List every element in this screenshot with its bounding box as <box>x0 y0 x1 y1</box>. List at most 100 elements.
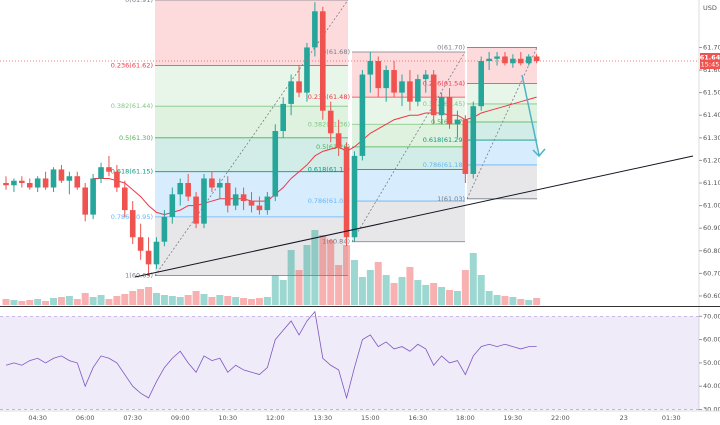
candle-body <box>256 205 263 211</box>
volume-bar <box>105 299 113 305</box>
x-tick-label: 22:00 <box>551 414 570 422</box>
x-tick-label: 23 <box>620 414 628 422</box>
x-tick-label: 16:30 <box>408 414 427 422</box>
x-tick-label: 13:30 <box>313 414 332 422</box>
currency-label: USD <box>703 4 717 12</box>
candle-body <box>201 178 207 224</box>
volume-bar <box>493 295 501 305</box>
volume-bar <box>42 301 50 305</box>
fib-band <box>155 0 348 66</box>
fib-band <box>352 201 465 242</box>
volume-bar <box>129 291 137 305</box>
fib-label: 0.382(61.44) <box>111 102 153 110</box>
x-tick-label: 18:00 <box>456 414 475 422</box>
last-price-label: 61.64 <box>700 54 720 62</box>
volume-bar <box>533 298 541 305</box>
candle-body <box>177 183 184 195</box>
y-tick-label: 61.40 <box>703 111 720 119</box>
arrow <box>521 74 546 158</box>
fib-label: 0(61.70) <box>437 43 465 51</box>
candle-body <box>288 81 294 104</box>
candle-body <box>454 119 461 125</box>
candle-body <box>240 194 247 202</box>
volume-bar <box>279 280 287 305</box>
fib-band <box>467 122 537 141</box>
candle-body <box>359 74 366 156</box>
candle-body <box>224 183 231 206</box>
volume-bar <box>50 298 58 305</box>
rsi-line <box>5 310 537 400</box>
volume-bar <box>240 298 248 305</box>
fib-band <box>155 106 348 138</box>
rsi-tick-label: 50.00 <box>703 359 720 367</box>
volume-bar <box>200 294 208 305</box>
candle-body <box>422 74 429 80</box>
rsi-tick-label: 70.00 <box>703 312 720 320</box>
fib-band <box>352 146 465 170</box>
volume-bar <box>517 299 525 305</box>
x-tick-label: 01:30 <box>662 414 681 422</box>
candle-body <box>320 11 326 111</box>
fib-label: 0.618(61.15) <box>111 168 153 176</box>
volume-bar <box>374 262 382 305</box>
candle-body <box>153 241 160 265</box>
fib-label: 0.618(61.16) <box>308 165 350 173</box>
fib-band <box>155 137 348 172</box>
candle-body <box>415 79 421 102</box>
candle-body <box>446 97 453 125</box>
volume-bar <box>192 291 200 305</box>
volume-bar <box>121 294 129 305</box>
y-tick-label: 60.80 <box>703 247 720 255</box>
x-tick-label: 07:30 <box>123 414 142 422</box>
volume-bar <box>382 275 390 305</box>
x-tick-label: 10:30 <box>218 414 237 422</box>
volume-bar <box>414 280 422 305</box>
volume-bar <box>319 235 327 305</box>
candle-body <box>50 169 57 188</box>
volume-bar <box>152 293 160 305</box>
candle-body <box>137 237 144 251</box>
volume-bar <box>176 297 184 305</box>
volume-bar <box>406 267 414 305</box>
volume-bar <box>232 297 240 305</box>
candle-body <box>3 183 9 186</box>
fib-label: 1(61.03) <box>437 195 465 203</box>
candle-body <box>169 194 176 217</box>
y-tick-label: 61.10 <box>703 179 720 187</box>
candle-body <box>122 187 128 211</box>
volume-bar <box>34 299 42 305</box>
x-tick-label: 04:30 <box>28 414 47 422</box>
candle-body <box>438 97 445 116</box>
candle-body <box>327 110 334 134</box>
volume-bar <box>2 299 10 305</box>
fib-label: 0.236(61.54) <box>423 80 465 88</box>
volume-bar <box>113 296 121 305</box>
rsi-tick-label: 30.00 <box>703 406 720 414</box>
fib-band <box>352 124 465 147</box>
x-tick-label: 06:00 <box>76 414 95 422</box>
candle-body <box>407 81 413 102</box>
volume-bar <box>303 245 311 305</box>
candle-body <box>129 210 136 238</box>
x-tick-label: 09:00 <box>171 414 190 422</box>
volume-bar <box>216 295 224 305</box>
candle-body <box>375 61 382 89</box>
candle-body <box>430 74 437 116</box>
candle-body <box>351 155 358 238</box>
candle-body <box>533 56 540 61</box>
volume-bar <box>311 230 319 305</box>
fib-label: 0(61.91) <box>125 0 153 4</box>
volume-bar <box>263 297 271 305</box>
y-tick-label: 61.00 <box>703 202 720 210</box>
candle-body <box>335 133 342 147</box>
fib-label: 0.618(61.29) <box>423 136 465 144</box>
volume-bar <box>358 277 366 305</box>
candle-body <box>525 56 532 64</box>
volume-bar <box>248 299 256 305</box>
candle-body <box>217 183 223 188</box>
candle-body <box>462 119 469 174</box>
fib-band <box>467 103 537 122</box>
fib-band <box>467 83 537 104</box>
volume-bar <box>453 291 461 305</box>
